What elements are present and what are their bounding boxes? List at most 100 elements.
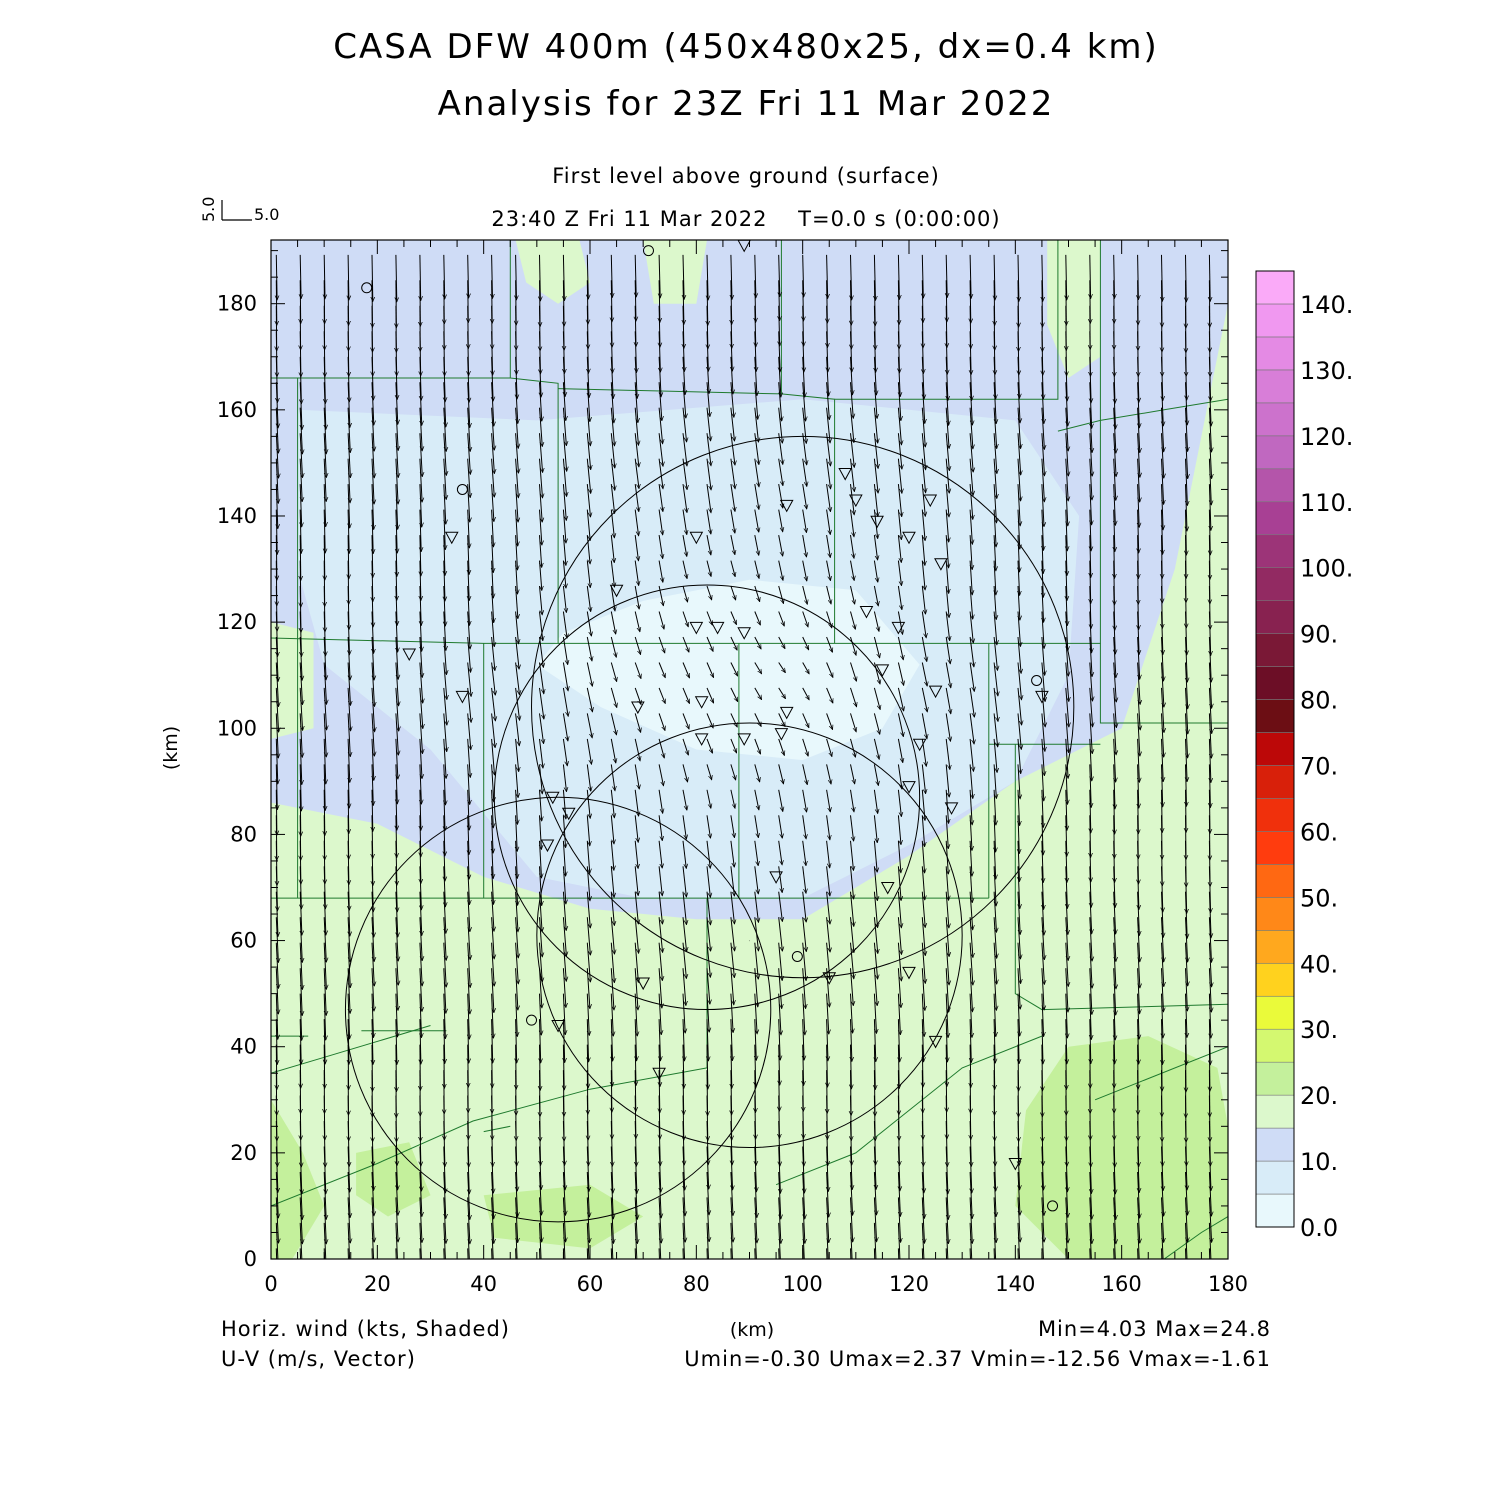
wind-vector	[562, 738, 567, 766]
wind-vector	[658, 1171, 661, 1218]
wind-vector	[682, 968, 686, 1005]
wind-vector	[658, 535, 663, 559]
wind-vector	[396, 1146, 398, 1190]
wind-vector	[730, 534, 735, 555]
wind-vector	[396, 789, 397, 830]
wind-vector	[682, 560, 687, 579]
wind-vector	[443, 1197, 446, 1243]
wind-vector	[610, 713, 616, 735]
colorbar-swatch	[1255, 303, 1295, 338]
wind-vector	[492, 509, 494, 547]
wind-vector	[754, 917, 759, 951]
wind-vector	[276, 1044, 277, 1090]
wind-vector	[491, 1171, 494, 1219]
wind-vector	[563, 254, 564, 301]
wind-vector	[754, 1171, 757, 1218]
wind-vector	[396, 1044, 397, 1092]
wind-vector	[491, 942, 495, 987]
wind-vector	[372, 509, 373, 554]
wind-vector	[731, 1044, 732, 1089]
wind-vector	[492, 815, 494, 853]
wind-vector	[492, 866, 494, 904]
wind-vector	[443, 942, 446, 987]
wind-vector	[658, 840, 662, 868]
wind-vector	[324, 535, 325, 580]
figure-title-line1: CASA DFW 400m (450x480x25, dx=0.4 km)	[333, 27, 1159, 67]
wind-vector	[467, 917, 471, 959]
y-tick-label: 100	[217, 716, 257, 740]
wind-vector	[610, 662, 616, 682]
time-subtitle: 23:40 Z Fri 11 Mar 2022 T=0.0 s (0:00:00…	[491, 207, 1000, 231]
wind-vector	[562, 942, 566, 982]
wind-vector	[443, 917, 446, 960]
wind-vector	[778, 968, 782, 1008]
wind-vector	[682, 764, 688, 782]
colorbar-swatch	[1255, 1160, 1295, 1195]
wind-vector	[396, 764, 397, 804]
wind-vector	[419, 1222, 422, 1259]
wind-vector	[682, 713, 689, 729]
y-tick-label: 60	[230, 929, 257, 953]
wind-vector	[419, 917, 422, 961]
wind-vector	[395, 1197, 398, 1242]
wind-vector	[587, 1044, 588, 1089]
wind-vector	[730, 942, 735, 978]
county-line	[271, 637, 989, 644]
wind-vector	[778, 611, 785, 627]
wind-vector	[802, 1222, 805, 1259]
edge-vector-head	[440, 1267, 448, 1279]
colorbar-label: 110.	[1300, 489, 1353, 517]
wind-vector	[539, 942, 543, 982]
wind-vector	[540, 1044, 541, 1091]
wind-vector	[516, 254, 517, 300]
wind-vector	[658, 407, 663, 444]
wind-vector	[492, 1044, 493, 1088]
wind-vector	[586, 662, 592, 687]
wind-vector	[444, 560, 445, 602]
wind-vector	[395, 636, 398, 679]
wind-vector	[635, 356, 637, 399]
shaded-region	[271, 622, 314, 739]
wind-vector	[275, 1248, 278, 1259]
wind-vector	[323, 942, 326, 990]
wind-vector	[395, 713, 399, 755]
wind-vector	[562, 1197, 565, 1242]
colorbar-label: 40.	[1300, 950, 1338, 978]
wind-vector	[731, 1019, 733, 1061]
wind-vector	[587, 993, 589, 1036]
wind-vector	[754, 1222, 757, 1259]
shaded-region	[356, 1142, 431, 1217]
wind-vector	[778, 738, 785, 756]
wind-vector	[420, 1171, 422, 1217]
county-line	[1163, 1216, 1228, 1259]
wind-vector	[420, 1019, 421, 1064]
vector-key-v-label: 5.0	[199, 197, 218, 222]
wind-vector	[347, 433, 350, 478]
wind-vector	[276, 713, 278, 758]
x-tick-label: 0	[264, 1272, 277, 1296]
wind-vector	[706, 509, 711, 534]
wind-vector	[419, 636, 422, 677]
colorbar-label: 50.	[1300, 884, 1338, 912]
wind-vector	[755, 331, 756, 371]
wind-vector	[444, 1146, 446, 1194]
wind-vector	[395, 1222, 398, 1259]
wind-vector	[683, 1044, 684, 1089]
wind-vector	[468, 866, 470, 904]
colorbar-swatch	[1255, 765, 1295, 799]
wind-vector	[779, 331, 780, 372]
wind-vector	[634, 815, 638, 842]
edge-vector-head	[847, 1267, 855, 1279]
edge-vector-head	[727, 1267, 735, 1279]
wind-vector	[802, 484, 807, 509]
wind-vector	[347, 662, 350, 706]
wind-vector	[754, 382, 758, 419]
colorbar-swatch	[1255, 468, 1295, 503]
wind-vector	[586, 433, 590, 470]
wind-vector	[371, 1197, 374, 1242]
wind-vector	[444, 509, 446, 550]
edge-vector-head	[1038, 1267, 1046, 1279]
wind-vector	[563, 280, 564, 326]
wind-vector	[348, 636, 350, 680]
wind-vector	[634, 866, 638, 895]
